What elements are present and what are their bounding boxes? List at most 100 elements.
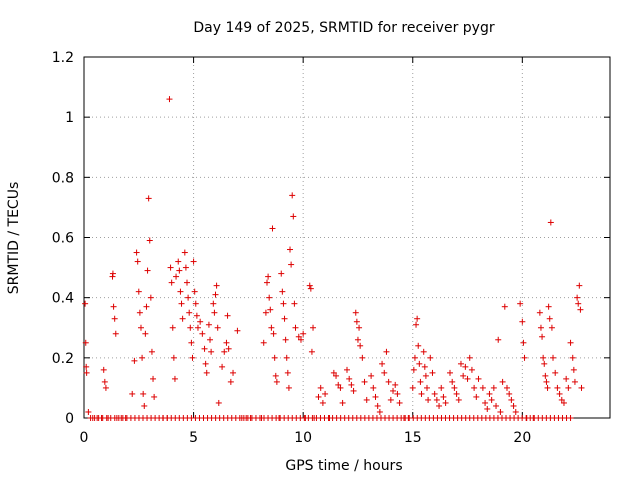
data-point: [576, 282, 583, 289]
data-point: [166, 96, 173, 103]
data-point: [227, 378, 234, 385]
data-point: [289, 192, 296, 199]
data-point: [546, 315, 553, 322]
data-point: [540, 354, 547, 361]
data-point: [194, 324, 201, 331]
data-point: [413, 321, 420, 328]
data-point: [173, 273, 180, 280]
data-point: [178, 300, 185, 307]
data-point: [497, 408, 504, 415]
data-point: [142, 330, 149, 337]
x-tick-label: 15: [404, 430, 422, 446]
data-point: [537, 324, 544, 331]
data-point: [319, 399, 326, 406]
data-point: [539, 333, 546, 340]
data-point: [283, 354, 290, 361]
grid-lines: [84, 57, 610, 418]
data-point: [190, 258, 197, 265]
data-point: [337, 384, 344, 391]
data-point: [273, 378, 280, 385]
data-point: [191, 288, 198, 295]
data-point: [433, 396, 440, 403]
data-point: [442, 399, 449, 406]
data-point: [464, 375, 471, 382]
data-point: [134, 258, 141, 265]
data-point: [188, 339, 195, 346]
data-point: [270, 330, 277, 337]
data-point: [418, 390, 425, 397]
data-point: [264, 279, 271, 286]
data-point: [519, 318, 526, 325]
data-point: [185, 294, 192, 301]
data-point: [484, 405, 491, 412]
data-point: [544, 384, 551, 391]
data-point: [269, 225, 276, 232]
data-point: [536, 309, 543, 316]
data-point: [234, 327, 241, 334]
data-point: [168, 279, 175, 286]
data-point: [569, 354, 576, 361]
data-point: [423, 384, 430, 391]
data-point: [479, 384, 486, 391]
data-point: [348, 381, 355, 388]
data-point: [214, 324, 221, 331]
data-point: [421, 363, 428, 370]
data-point: [501, 303, 508, 310]
data-point: [447, 369, 454, 376]
data-point: [578, 384, 585, 391]
data-point: [563, 375, 570, 382]
data-point: [417, 378, 424, 385]
data-point: [139, 354, 146, 361]
data-point: [282, 336, 289, 343]
data-point: [176, 267, 183, 274]
data-point: [361, 378, 368, 385]
data-point: [379, 360, 386, 367]
data-point: [271, 354, 278, 361]
data-point: [510, 402, 517, 409]
data-point: [203, 369, 210, 376]
data-point: [151, 393, 158, 400]
data-point: [310, 324, 317, 331]
data-point: [368, 372, 375, 379]
data-point: [307, 285, 314, 292]
data-point: [552, 369, 559, 376]
data-point: [396, 399, 403, 406]
data-point: [187, 324, 194, 331]
data-point: [577, 306, 584, 313]
data-point: [280, 300, 287, 307]
data-point: [409, 384, 416, 391]
data-point: [171, 375, 178, 382]
data-point: [547, 219, 554, 226]
data-point: [260, 339, 267, 346]
data-point: [359, 354, 366, 361]
data-point: [471, 384, 478, 391]
data-point: [205, 321, 212, 328]
data-point: [350, 387, 357, 394]
data-point: [110, 303, 117, 310]
data-point: [82, 339, 89, 346]
data-point: [468, 366, 475, 373]
data-point: [376, 408, 383, 415]
data-point: [410, 366, 417, 373]
data-point: [548, 324, 555, 331]
data-point: [308, 348, 315, 355]
data-point: [140, 390, 147, 397]
data-point: [503, 384, 510, 391]
data-point: [219, 363, 226, 370]
data-point: [193, 312, 200, 319]
data-point: [129, 390, 136, 397]
data-point: [414, 315, 421, 322]
x-tick-label: 5: [189, 430, 198, 446]
data-point: [425, 396, 432, 403]
data-point: [567, 339, 574, 346]
data-point: [354, 336, 361, 343]
data-point: [381, 369, 388, 376]
data-point: [306, 282, 313, 289]
data-point: [462, 363, 469, 370]
data-point: [352, 309, 359, 316]
data-point: [490, 384, 497, 391]
data-point: [482, 399, 489, 406]
data-point: [392, 381, 399, 388]
data-point: [449, 378, 456, 385]
